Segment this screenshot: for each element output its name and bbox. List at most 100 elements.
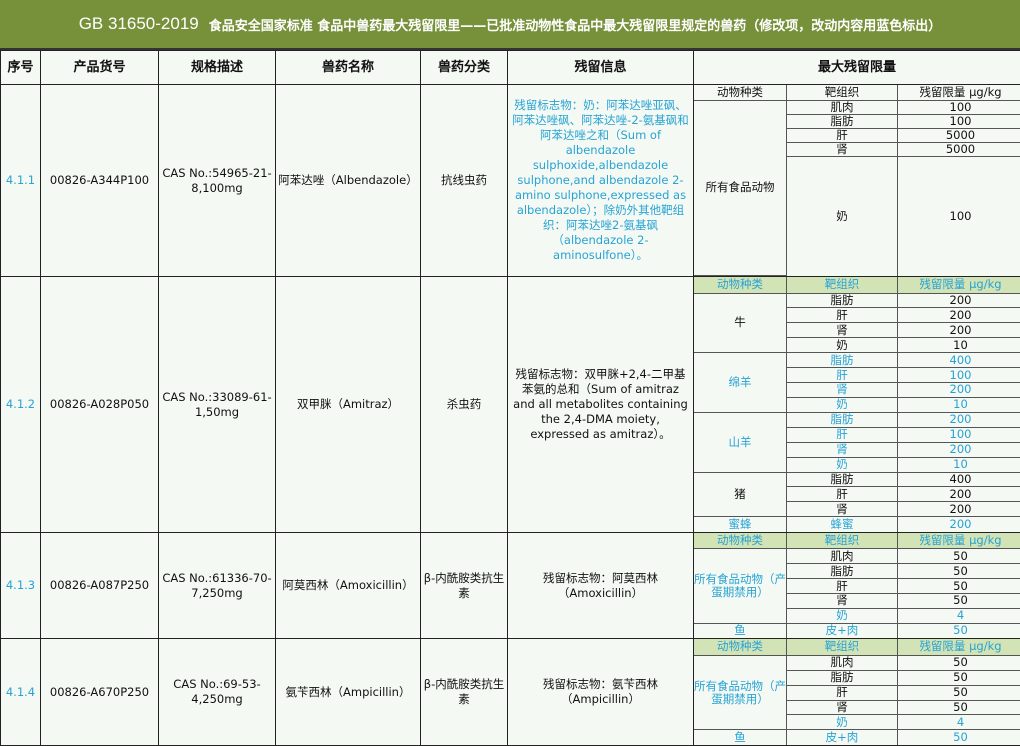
limit-value-cell: 200 — [898, 308, 1020, 323]
spec-cell: CAS No.:61336-70-7,250mg — [159, 533, 276, 639]
product-no-cell: 00826-A028P050 — [41, 277, 159, 533]
tissue-cell: 皮+肉 — [787, 730, 898, 745]
tissue-cell: 脂肪 — [787, 293, 898, 308]
animal-cell: 牛 — [694, 293, 787, 353]
limit-value-cell: 50 — [898, 670, 1020, 685]
category-cell: β-内酰胺类抗生素 — [421, 639, 508, 746]
limit-value-cell: 200 — [898, 487, 1020, 502]
document-title: GB 31650-2019 食品安全国家标准 食品中兽药最大残留限里——已批准动… — [0, 0, 1020, 50]
limit-value-cell: 200 — [898, 323, 1020, 338]
limit-value-cell: 50 — [898, 685, 1020, 700]
tissue-cell: 肝 — [787, 427, 898, 442]
limit-value-cell: 4 — [898, 715, 1020, 730]
limit-value-cell: 5000 — [898, 128, 1020, 142]
tissue-cell: 肾 — [787, 502, 898, 517]
spec-cell: CAS No.:54965-21-8,100mg — [159, 85, 276, 277]
limit-value-cell: 10 — [898, 397, 1020, 412]
limit-value-cell: 100 — [898, 100, 1020, 114]
mrl-header-animal: 动物种类 — [694, 85, 787, 100]
animal-cell: 蜜蜂 — [694, 517, 787, 532]
tissue-cell: 奶 — [787, 608, 898, 623]
tissue-cell: 脂肪 — [787, 670, 898, 685]
tissue-cell: 脂肪 — [787, 564, 898, 579]
header-mrl: 最大残留限量 — [694, 51, 1020, 85]
tissue-cell: 肾 — [787, 383, 898, 398]
standard-code: GB 31650-2019 — [79, 14, 199, 34]
category-cell: β-内酰胺类抗生素 — [421, 533, 508, 639]
seq-cell: 4.1.3 — [1, 533, 41, 639]
drug-name-cell: 阿莫西林（Amoxicillin） — [276, 533, 421, 639]
mrl-header-limit: 残留限量 μg/kg — [898, 639, 1020, 655]
standard-title: 食品安全国家标准 食品中兽药最大残留限里——已批准动物性食品中最大残留限里规定的… — [209, 15, 942, 34]
limit-value-cell: 400 — [898, 472, 1020, 487]
animal-cell: 所有食品动物（产蛋期禁用） — [694, 655, 787, 730]
drug-name-cell: 氨苄西林（Ampicillin） — [276, 639, 421, 746]
tissue-cell: 脂肪 — [787, 472, 898, 487]
animal-cell: 鱼 — [694, 623, 787, 638]
tissue-cell: 肌肉 — [787, 655, 898, 670]
limit-value-cell: 50 — [898, 564, 1020, 579]
tissue-cell: 肝 — [787, 308, 898, 323]
tissue-cell: 肝 — [787, 685, 898, 700]
tissue-cell: 奶 — [787, 397, 898, 412]
product-no-cell: 00826-A670P250 — [41, 639, 159, 746]
drug-name-cell: 双甲脒（Amitraz） — [276, 277, 421, 533]
tissue-cell: 肝 — [787, 368, 898, 383]
tissue-cell: 奶 — [787, 156, 898, 276]
tissue-cell: 肝 — [787, 579, 898, 594]
tissue-cell: 皮+肉 — [787, 623, 898, 638]
limit-value-cell: 50 — [898, 579, 1020, 594]
header-drug-name: 兽药名称 — [276, 51, 421, 85]
limit-value-cell: 100 — [898, 368, 1020, 383]
spec-cell: CAS No.:33089-61-1,50mg — [159, 277, 276, 533]
header-category: 兽药分类 — [421, 51, 508, 85]
seq-cell: 4.1.1 — [1, 85, 41, 277]
tissue-cell: 肾 — [787, 700, 898, 715]
tissue-cell: 肌肉 — [787, 100, 898, 114]
limit-value-cell: 200 — [898, 412, 1020, 427]
product-no-cell: 00826-A344P100 — [41, 85, 159, 277]
limit-value-cell: 100 — [898, 114, 1020, 128]
limit-value-cell: 200 — [898, 517, 1020, 532]
mrl-header-limit: 残留限量 μg/kg — [898, 277, 1020, 293]
header-spec: 规格描述 — [159, 51, 276, 85]
seq-cell: 4.1.2 — [1, 277, 41, 533]
limit-value-cell: 4 — [898, 608, 1020, 623]
limit-value-cell: 50 — [898, 655, 1020, 670]
tissue-cell: 蜂蜜 — [787, 517, 898, 532]
tissue-cell: 脂肪 — [787, 412, 898, 427]
drug-name-cell: 阿苯达唑（Albendazole） — [276, 85, 421, 277]
animal-cell: 猪 — [694, 472, 787, 517]
residue-info-cell: 残留标志物：双甲脒+2,4-二甲基苯氨的总和（Sum of amitraz an… — [508, 277, 694, 533]
header-residue-info: 残留信息 — [508, 51, 694, 85]
mrl-header-limit: 残留限量 μg/kg — [898, 533, 1020, 549]
limit-value-cell: 100 — [898, 427, 1020, 442]
tissue-cell: 肌肉 — [787, 549, 898, 564]
mrl-subheader-row: 动物种类靶组织残留限量 μg/kg — [694, 639, 1020, 655]
limit-value-cell: 100 — [898, 156, 1020, 276]
header-row: 序号 产品货号 规格描述 兽药名称 兽药分类 残留信息 最大残留限量 — [1, 51, 1020, 85]
animal-cell: 山羊 — [694, 412, 787, 472]
limit-value-cell: 50 — [898, 549, 1020, 564]
mrl-table: 序号 产品货号 规格描述 兽药名称 兽药分类 残留信息 最大残留限量 4.1.1… — [0, 50, 1020, 746]
limit-value-cell: 50 — [898, 623, 1020, 638]
mrl-header-animal: 动物种类 — [694, 639, 787, 655]
residue-info-cell: 残留标志物：奶：阿苯达唑亚砜、阿苯达唑砜、阿苯达唑-2-氨基砜和阿苯达唑之和（S… — [508, 85, 694, 277]
tissue-cell: 奶 — [787, 457, 898, 472]
limit-value-cell: 50 — [898, 593, 1020, 608]
limit-value-cell: 5000 — [898, 142, 1020, 156]
